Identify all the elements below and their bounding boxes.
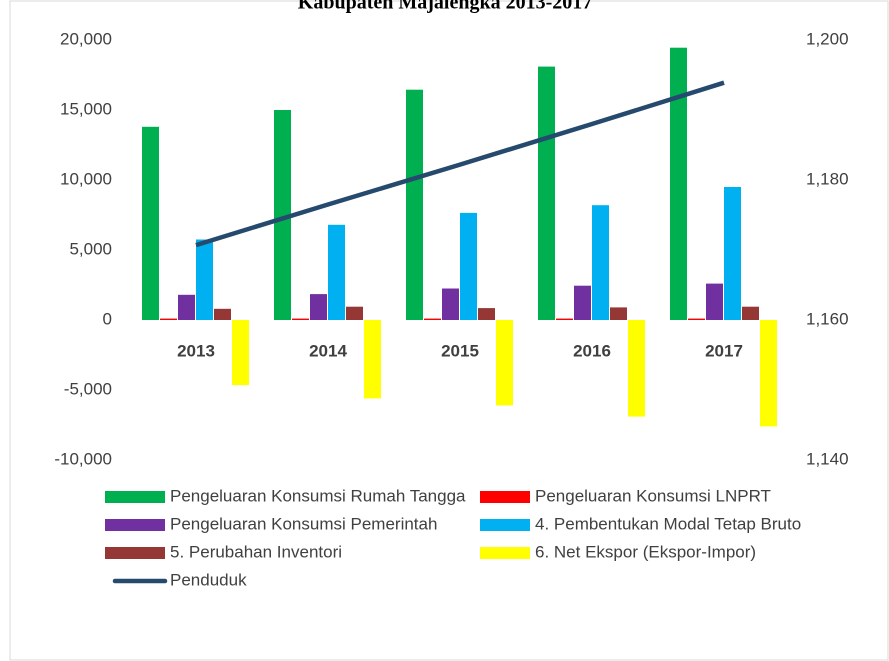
y-tick-label: 5,000 [69,239,112,258]
bar [364,320,381,399]
legend-swatch [480,547,530,559]
x-tick-label: 2017 [705,341,743,360]
line [195,80,725,248]
bar [196,239,213,320]
bar [538,66,555,320]
y-tick-label: -5,000 [64,379,112,398]
y-tick-label: 15,000 [60,99,112,118]
y2-tick-label: 1,140 [806,449,849,468]
bar [724,187,741,320]
legend-label: Pengeluaran Konsumsi LNPRT [535,486,771,505]
legend-label: 5. Perubahan Inventori [170,542,342,561]
y2-tick-label: 1,180 [806,169,849,188]
bar [742,306,759,320]
bar [160,318,177,320]
chart-border [9,0,889,661]
bar [328,224,345,320]
bar [406,89,423,320]
bar [706,283,723,320]
y-tick-label: 20,000 [60,29,112,48]
legend-label: Penduduk [170,570,247,589]
bar [178,294,195,320]
legend-swatch [105,519,165,531]
bar [496,320,513,406]
bar [232,320,249,386]
legend-swatch [480,491,530,503]
legend-label: Pengeluaran Konsumsi Pemerintah [170,514,437,533]
y-tick-label: -10,000 [54,449,112,468]
bar [274,110,291,320]
legend-label: 4. Pembentukan Modal Tetap Bruto [535,514,801,533]
legend-swatch [105,547,165,559]
bar [292,318,309,320]
bar [214,308,231,320]
bar [592,205,609,320]
legend-label: 6. Net Ekspor (Ekspor-Impor) [535,542,756,561]
bar [424,318,441,320]
legend-label: Pengeluaran Konsumsi Rumah Tangga [170,486,466,505]
bar [556,318,573,320]
bar [442,288,459,320]
bar [628,320,645,417]
bar [610,307,627,320]
y2-tick-label: 1,160 [806,309,849,328]
bar [670,47,687,320]
x-tick-label: 2015 [441,341,479,360]
bar [460,212,477,320]
bar [142,126,159,320]
legend-swatch [105,491,165,503]
legend-swatch [480,519,530,531]
y-tick-label: 10,000 [60,169,112,188]
bar [346,306,363,320]
x-tick-label: 2016 [573,341,611,360]
y-tick-label: 0 [103,309,112,328]
bar [478,308,495,320]
x-tick-label: 2014 [309,341,347,360]
bar [310,294,327,320]
chart-title: Kabupaten Majalengka 2013-2017 [298,0,592,14]
bar [688,318,705,320]
y2-tick-label: 1,200 [806,29,849,48]
x-tick-label: 2013 [177,341,215,360]
bar [574,285,591,320]
bar [760,320,777,427]
